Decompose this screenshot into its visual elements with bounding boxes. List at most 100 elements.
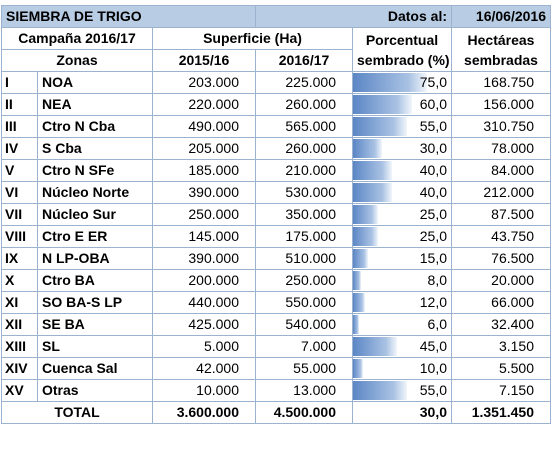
surface-2015: 220.000 [152,93,256,116]
percent-value: 30,0 [419,140,447,156]
zone-number: XV [1,379,38,402]
hectares-sown: 5.500 [451,357,551,380]
percent-cell: 6,0 [352,313,452,336]
percent-bar [353,161,393,180]
percent-header-line2: sembrado (%) [357,51,450,68]
surface-header: Superficie (Ha) [152,27,353,50]
surface-2015: 390.000 [152,181,256,204]
percent-header-line1: Porcentual [365,31,439,48]
percent-cell: 25,0 [352,225,452,248]
wheat-sowing-table: SIEMBRA DE TRIGO Datos al: 16/06/2016 Ca… [1,5,551,424]
percent-bar [353,337,398,356]
hectares-header: Hectáreas sembradas [451,27,551,72]
hectares-sown: 78.000 [451,137,551,160]
percent-cell: 55,0 [352,379,452,402]
total-surface-2016: 4.500.000 [255,401,353,424]
year-2015-header: 2015/16 [152,49,256,72]
zone-number: II [1,93,38,116]
surface-2016: 350.000 [255,203,353,226]
surface-2015: 203.000 [152,71,256,94]
surface-2016: 225.000 [255,71,353,94]
zone-number: X [1,269,38,292]
total-surface-2015: 3.600.000 [152,401,256,424]
percent-value: 55,0 [419,118,447,134]
percent-value: 60,0 [419,96,447,112]
hectares-sown: 310.750 [451,115,551,138]
zone-number: XII [1,313,38,336]
hectares-header-line1: Hectáreas [467,31,535,48]
percent-header: Porcentual sembrado (%) [352,27,452,72]
zone-number: IX [1,247,38,270]
zone-name: N LP-OBA [37,247,153,270]
table-row: XII SE BA 425.000 540.000 6,0 32.400 [1,313,551,336]
zone-number: IV [1,137,38,160]
table-row: V Ctro N SFe 185.000 210.000 40,0 84.000 [1,159,551,182]
zone-name: Ctro N Cba [37,115,153,138]
surface-2015: 490.000 [152,115,256,138]
surface-2016: 565.000 [255,115,353,138]
percent-value: 40,0 [419,162,447,178]
percent-value: 75,0 [419,74,447,90]
zone-name: SL [37,335,153,358]
surface-2016: 510.000 [255,247,353,270]
percent-bar [353,183,393,202]
zone-name: Núcleo Sur [37,203,153,226]
hectares-sown: 168.750 [451,71,551,94]
zone-number: VIII [1,225,38,248]
report-date: 16/06/2016 [451,5,551,28]
zone-number: XI [1,291,38,314]
percent-bar [353,271,361,290]
hectares-sown: 7.150 [451,379,551,402]
hectares-sown: 84.000 [451,159,551,182]
zones-header: Zonas [1,49,153,72]
table-row: XV Otras 10.000 13.000 55,0 7.150 [1,379,551,402]
surface-2016: 7.000 [255,335,353,358]
hectares-header-line2: sembradas [464,51,538,68]
percent-value: 40,0 [419,184,447,200]
percent-bar [353,73,427,92]
total-hectares: 1.351.450 [451,401,551,424]
zone-number: I [1,71,38,94]
surface-2016: 540.000 [255,313,353,336]
year-2016-header: 2016/17 [255,49,353,72]
percent-cell: 45,0 [352,335,452,358]
total-row: TOTAL 3.600.000 4.500.000 30,0 1.351.450 [1,401,551,424]
surface-2016: 530.000 [255,181,353,204]
percent-cell: 30,0 [352,137,452,160]
surface-2015: 10.000 [152,379,256,402]
surface-2015: 205.000 [152,137,256,160]
zone-name: S Cba [37,137,153,160]
hectares-sown: 156.000 [451,93,551,116]
surface-2015: 5.000 [152,335,256,358]
table-row: VIII Ctro E ER 145.000 175.000 25,0 43.750 [1,225,551,248]
percent-cell: 10,0 [352,357,452,380]
zone-number: III [1,115,38,138]
surface-2015: 440.000 [152,291,256,314]
percent-value: 25,0 [419,206,447,222]
zone-number: VII [1,203,38,226]
zone-number: XIII [1,335,38,358]
hectares-sown: 87.500 [451,203,551,226]
hectares-sown: 66.000 [451,291,551,314]
zone-number: XIV [1,357,38,380]
title-row: SIEMBRA DE TRIGO Datos al: 16/06/2016 [1,5,551,28]
percent-bar [353,205,378,224]
percent-value: 12,0 [419,294,447,310]
percent-value: 15,0 [419,250,447,266]
surface-2016: 55.000 [255,357,353,380]
percent-bar [353,249,368,268]
surface-2016: 550.000 [255,291,353,314]
table-row: III Ctro N Cba 490.000 565.000 55,0 310.750 [1,115,551,138]
table-row: IX N LP-OBA 390.000 510.000 15,0 76.500 [1,247,551,270]
percent-bar [353,359,363,378]
table-row: XIV Cuenca Sal 42.000 55.000 10,0 5.500 [1,357,551,380]
zone-name: Cuenca Sal [37,357,153,380]
zone-name: NEA [37,93,153,116]
surface-2016: 175.000 [255,225,353,248]
table-row: I NOA 203.000 225.000 75,0 168.750 [1,71,551,94]
zone-name: SE BA [37,313,153,336]
table-row: VI Núcleo Norte 390.000 530.000 40,0 212.000 [1,181,551,204]
surface-2016: 250.000 [255,269,353,292]
surface-2015: 390.000 [152,247,256,270]
percent-cell: 15,0 [352,247,452,270]
